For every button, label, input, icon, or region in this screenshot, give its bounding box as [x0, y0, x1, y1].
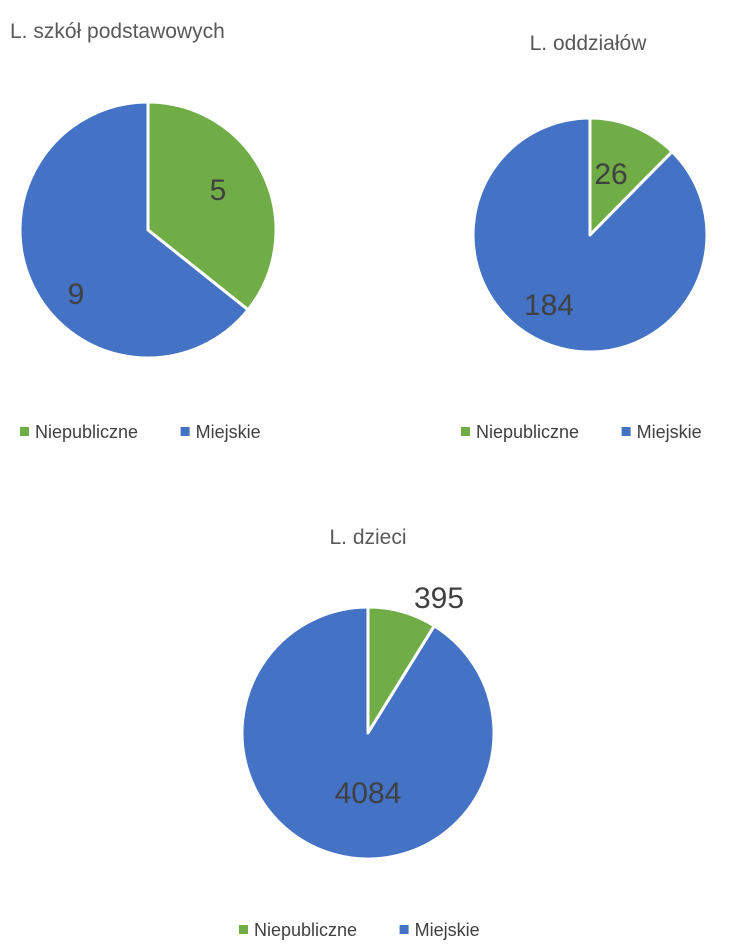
chart-title: L. dzieci	[329, 526, 406, 549]
legend-swatch-miejskie	[180, 427, 190, 436]
pie-chart-1: L. szkół podstawowych 5 9 Niepubliczne Miejs…	[10, 20, 278, 442]
chart-title: L. szkół podstawowych	[10, 20, 225, 43]
data-label-miejskie: 184	[524, 289, 574, 322]
legend-swatch-niepubliczne	[20, 427, 29, 436]
data-label-niepubliczne: 26	[594, 158, 627, 191]
pie-slice-miejskie	[18, 100, 250, 360]
pie-slice-niepubliczne	[146, 100, 278, 312]
legend-label-miejskie: Miejskie	[415, 920, 480, 940]
pie-chart-3: L. dzieci 395 4084 Niepubliczne Miejskie	[239, 526, 496, 940]
legend-swatch-niepubliczne	[461, 427, 470, 436]
pie-slice-miejskie	[240, 605, 496, 861]
data-label-niepubliczne: 395	[414, 582, 464, 615]
data-label-niepubliczne: 5	[210, 174, 227, 207]
legend-swatch-miejskie	[399, 925, 409, 934]
legend-label-miejskie: Miejskie	[637, 422, 702, 442]
pie-slice-miejskie	[471, 116, 709, 354]
chart-legend: Niepubliczne Miejskie	[20, 422, 261, 442]
pie-chart-2: L. oddziałów 26 184 Niepubliczne Miejskie	[461, 32, 709, 442]
legend-swatch-miejskie	[621, 427, 631, 436]
legend-label-niepubliczne: Niepubliczne	[254, 920, 357, 940]
data-label-miejskie: 4084	[335, 777, 402, 810]
pie-slice-niepubliczne	[588, 116, 674, 237]
legend-label-miejskie: Miejskie	[196, 422, 261, 442]
legend-label-niepubliczne: Niepubliczne	[35, 422, 138, 442]
legend-swatch-niepubliczne	[239, 925, 248, 934]
chart-legend: Niepubliczne Miejskie	[461, 422, 702, 442]
data-label-miejskie: 9	[68, 278, 85, 311]
chart-title: L. oddziałów	[530, 32, 648, 55]
legend-label-niepubliczne: Niepubliczne	[476, 422, 579, 442]
chart-legend: Niepubliczne Miejskie	[239, 920, 480, 940]
